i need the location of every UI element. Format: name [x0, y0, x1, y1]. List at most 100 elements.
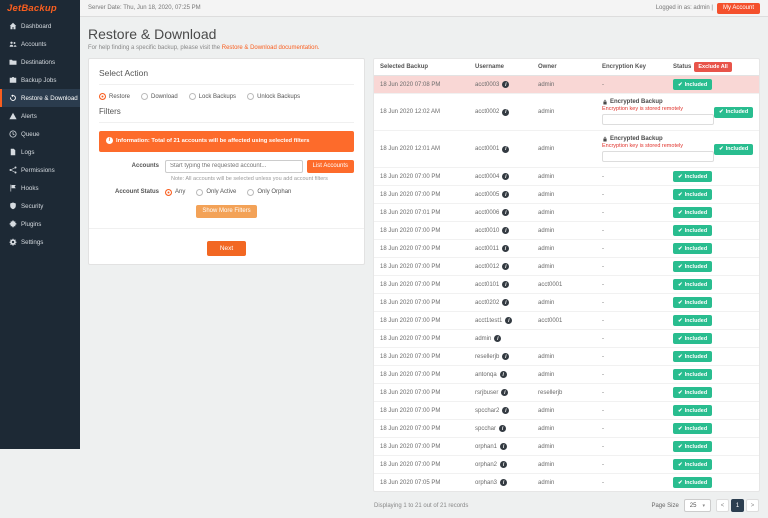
- info-icon[interactable]: i: [502, 209, 509, 216]
- included-status-badge[interactable]: ✔Included: [673, 79, 712, 90]
- owner-cell: admin: [538, 146, 602, 152]
- info-icon[interactable]: i: [502, 281, 509, 288]
- info-icon[interactable]: i: [505, 317, 512, 324]
- encryption-key-input[interactable]: [602, 151, 714, 162]
- included-status-badge[interactable]: ✔Included: [673, 387, 712, 398]
- encryption-key-input[interactable]: [602, 114, 714, 125]
- documentation-link[interactable]: Restore & Download documentation.: [222, 45, 320, 51]
- next-page-button[interactable]: >: [746, 499, 759, 512]
- exclude-all-button[interactable]: Exclude All: [694, 62, 731, 72]
- info-icon[interactable]: i: [502, 191, 509, 198]
- sidebar-item-settings[interactable]: Settings: [0, 233, 80, 251]
- sidebar-item-alerts[interactable]: Alerts: [0, 107, 80, 125]
- check-icon: ✔: [678, 192, 683, 198]
- included-status-badge[interactable]: ✔Included: [673, 171, 712, 182]
- next-button[interactable]: Next: [207, 241, 246, 256]
- included-status-badge[interactable]: ✔Included: [673, 405, 712, 416]
- included-status-badge[interactable]: ✔Included: [673, 261, 712, 272]
- included-status-badge[interactable]: ✔Included: [673, 279, 712, 290]
- info-icon[interactable]: i: [500, 479, 507, 486]
- account-status-radio-only-orphan[interactable]: Only Orphan: [247, 189, 291, 196]
- sidebar-item-dashboard[interactable]: Dashboard: [0, 17, 80, 35]
- info-icon[interactable]: i: [502, 227, 509, 234]
- status-label: Included: [685, 228, 708, 234]
- sidebar-item-backup-jobs[interactable]: Backup Jobs: [0, 71, 80, 89]
- account-status-radio-any[interactable]: Any: [165, 189, 185, 196]
- included-status-badge[interactable]: ✔Included: [673, 459, 712, 470]
- sidebar-item-restore-download[interactable]: Restore & Download: [0, 89, 80, 107]
- included-status-badge[interactable]: ✔Included: [673, 243, 712, 254]
- page-size-select[interactable]: 25 ▾: [684, 499, 711, 512]
- included-status-badge[interactable]: ✔Included: [673, 315, 712, 326]
- included-status-badge[interactable]: ✔Included: [714, 107, 753, 118]
- sidebar-item-plugins[interactable]: Plugins: [0, 215, 80, 233]
- action-radio-restore[interactable]: Restore: [99, 93, 130, 100]
- info-icon[interactable]: i: [494, 335, 501, 342]
- action-radio-download[interactable]: Download: [141, 93, 178, 100]
- info-icon[interactable]: i: [501, 389, 508, 396]
- filters-heading: Filters: [99, 107, 354, 123]
- info-icon[interactable]: i: [502, 109, 509, 116]
- sidebar-item-hooks[interactable]: Hooks: [0, 179, 80, 197]
- my-account-button[interactable]: My Account: [717, 3, 760, 14]
- included-status-badge[interactable]: ✔Included: [673, 351, 712, 362]
- sidebar-item-permissions[interactable]: Permissions: [0, 161, 80, 179]
- sidebar-item-security[interactable]: Security: [0, 197, 80, 215]
- show-more-filters-button[interactable]: Show More Filters: [196, 205, 256, 218]
- included-status-badge[interactable]: ✔Included: [673, 441, 712, 452]
- info-icon[interactable]: i: [502, 173, 509, 180]
- info-icon[interactable]: i: [502, 353, 509, 360]
- info-icon[interactable]: i: [502, 81, 509, 88]
- included-status-badge[interactable]: ✔Included: [673, 297, 712, 308]
- current-page-button[interactable]: 1: [731, 499, 744, 512]
- included-status-badge[interactable]: ✔Included: [673, 423, 712, 434]
- sidebar-item-logs[interactable]: Logs: [0, 143, 80, 161]
- info-icon[interactable]: i: [499, 425, 506, 432]
- included-status-badge[interactable]: ✔Included: [673, 477, 712, 488]
- info-icon[interactable]: i: [502, 299, 509, 306]
- info-icon[interactable]: i: [502, 263, 509, 270]
- list-accounts-button[interactable]: List Accounts: [307, 160, 354, 173]
- included-status-badge[interactable]: ✔Included: [673, 225, 712, 236]
- prev-page-button[interactable]: <: [716, 499, 729, 512]
- included-status-badge[interactable]: ✔Included: [673, 189, 712, 200]
- sidebar-item-queue[interactable]: Queue: [0, 125, 80, 143]
- included-status-badge[interactable]: ✔Included: [714, 144, 753, 155]
- included-status-badge[interactable]: ✔Included: [673, 207, 712, 218]
- included-status-badge[interactable]: ✔Included: [673, 333, 712, 344]
- info-icon[interactable]: i: [500, 461, 507, 468]
- accounts-input[interactable]: [165, 160, 303, 173]
- account-status-radio-only-active[interactable]: Only Active: [196, 189, 236, 196]
- info-icon[interactable]: i: [502, 146, 509, 153]
- info-icon[interactable]: i: [500, 371, 507, 378]
- action-radio-lock-backups[interactable]: Lock Backups: [189, 93, 236, 100]
- sidebar-item-destinations[interactable]: Destinations: [0, 53, 80, 71]
- info-icon[interactable]: i: [502, 245, 509, 252]
- sidebar-item-accounts[interactable]: Accounts: [0, 35, 80, 53]
- included-status-badge[interactable]: ✔Included: [673, 369, 712, 380]
- radio-label: Only Active: [206, 189, 236, 195]
- action-radio-unlock-backups[interactable]: Unlock Backups: [247, 93, 300, 100]
- info-icon[interactable]: i: [502, 407, 509, 414]
